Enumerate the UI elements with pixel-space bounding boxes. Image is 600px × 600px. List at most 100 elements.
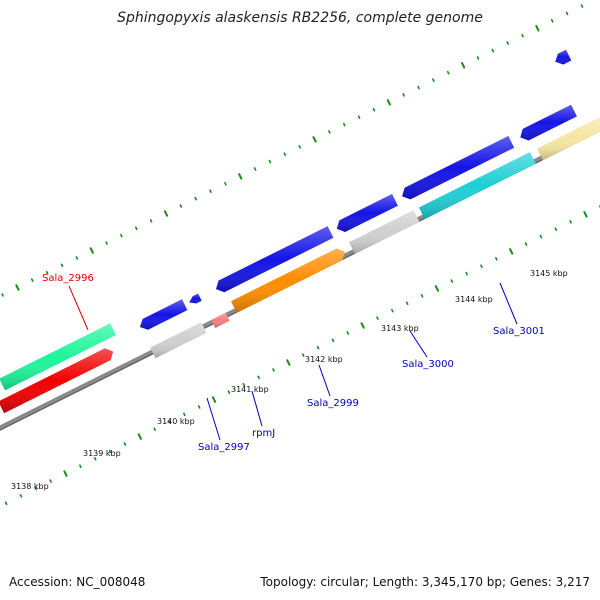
inner-tick-dot [405, 301, 409, 306]
inner-tick-dot [123, 442, 127, 446]
outer-tick-dot [209, 189, 212, 194]
gene-sala-3001-shade [418, 152, 536, 220]
outer-tick-dot [194, 196, 197, 201]
outer-tick-dot [506, 41, 509, 45]
inner-tick-dot [19, 494, 23, 498]
outer-tick-dot [432, 78, 435, 82]
gene-blue-2-shade [216, 226, 334, 293]
gene-rpmj-shade [211, 312, 230, 328]
inner-tick-dot [480, 264, 483, 269]
inner-tick-dot [539, 234, 543, 239]
outer-tick-dot [402, 93, 405, 97]
annotations: 3138 kbp 3139 kbp 3140 kbp 3141 kbp 3142 kbp… [11, 269, 568, 491]
outer-tick-dot [179, 204, 183, 208]
outer-tick-dot [535, 25, 540, 32]
gene-leader-line [68, 285, 89, 331]
inner-tick-dot [569, 219, 572, 224]
outer-tick-dot [565, 11, 569, 16]
outer-tick-dot [476, 56, 480, 60]
outer-tick-dot [120, 233, 123, 238]
outer-tick-dot [149, 219, 153, 223]
outer-tick-dot [580, 4, 584, 8]
inner-tick-dot [137, 433, 142, 440]
inner-tick-dot [197, 405, 201, 409]
inner-tick-dot [301, 353, 305, 357]
outer-tick-dot [253, 167, 257, 171]
gene-blue-small-shade [189, 293, 202, 304]
gene-sala-3000-shade [349, 210, 420, 254]
outer-tick-dot [75, 256, 79, 260]
outer-tick-dot [30, 278, 34, 282]
inner-tick-dot [227, 390, 231, 394]
gene-blue-3-shade [336, 194, 398, 232]
outer-tick-dot [342, 122, 346, 127]
outer-tick-dot [417, 85, 420, 90]
kbp-label: 3140 kbp [157, 417, 195, 426]
gene-label: Sala_2999 [307, 398, 359, 409]
outer-tick-dot [224, 182, 227, 186]
gene-blue-1-shade [139, 299, 188, 330]
outer-tick-dot [283, 152, 287, 156]
inner-tick-dot [286, 359, 291, 366]
inner-tick-dot [272, 368, 275, 372]
inner-tick-dot [524, 242, 528, 246]
inner-tick-dot [420, 294, 424, 298]
outer-tick-dot [312, 136, 317, 143]
outer-tick-dot [298, 145, 301, 149]
gene-label: Sala_2997 [198, 442, 250, 453]
inner-tick-dot [316, 345, 320, 350]
inner-tick-dot [168, 419, 171, 424]
inner-tick-dot [49, 479, 52, 483]
gene-label: Sala_3001 [493, 326, 545, 337]
inner-tick-dot [391, 308, 394, 313]
gene-sala-2999-shade [231, 248, 345, 313]
gene-label: Sala_2996 [42, 273, 94, 284]
inner-tick-dot [346, 331, 350, 335]
outer-tick-dot [460, 62, 466, 69]
kbp-label: 3141 kbp [231, 385, 269, 394]
accession-text: Accession: NC_008048 [9, 575, 146, 589]
outer-tick-dot [60, 263, 64, 268]
inner-tick-dot [34, 486, 38, 491]
gene-blue-4-shade [402, 136, 515, 200]
outer-tick-dot [372, 107, 376, 112]
inner-tick-dot [450, 279, 454, 283]
inner-tick-dot [583, 211, 588, 218]
outer-tick-dot [446, 70, 450, 75]
inner-tick-dot [211, 396, 217, 403]
inner-tick-dot [79, 464, 82, 468]
kbp-label: 3143 kbp [381, 324, 419, 333]
inner-tick-dot [434, 285, 440, 292]
inner-tick-dot [183, 412, 186, 417]
tick-dots [1, 4, 600, 506]
outer-tick-dot [550, 19, 554, 23]
inner-tick-dot [360, 322, 365, 329]
outer-tick-dot [1, 293, 4, 297]
gene-sala-2996-green-shade [0, 323, 116, 391]
inner-tick-dot [153, 427, 156, 431]
gene-leader-line [409, 330, 428, 358]
gene-sala-2996-red-shade [0, 348, 114, 414]
map-title: Sphingopyxis alaskensis RB2256, complete… [117, 10, 483, 26]
genome-summary-text: Topology: circular; Length: 3,345,170 bp… [260, 575, 590, 589]
outer-tick-dot [105, 241, 108, 245]
outer-tick-dot [15, 284, 20, 291]
outer-tick-dot [45, 270, 49, 275]
inner-tick-dot [4, 501, 8, 506]
inner-tick-dot [242, 382, 246, 387]
gene-label: rpmJ [252, 428, 275, 439]
inner-tick-dot [63, 470, 68, 477]
outer-tick-dot [238, 173, 243, 180]
inner-tick-dot [93, 457, 97, 461]
gene-gray-1-shade [150, 322, 207, 359]
gene-khaki-shade [537, 117, 600, 161]
inner-tick-dot [495, 257, 498, 261]
inner-tick-dot [509, 248, 514, 255]
kbp-label: 3145 kbp [530, 269, 568, 278]
inner-tick-dot [331, 338, 335, 343]
gene-blue-edge-shade [555, 49, 572, 65]
gene-leader-line [499, 282, 518, 325]
gene-leader-line [206, 397, 221, 441]
outer-tick-dot [386, 99, 391, 106]
